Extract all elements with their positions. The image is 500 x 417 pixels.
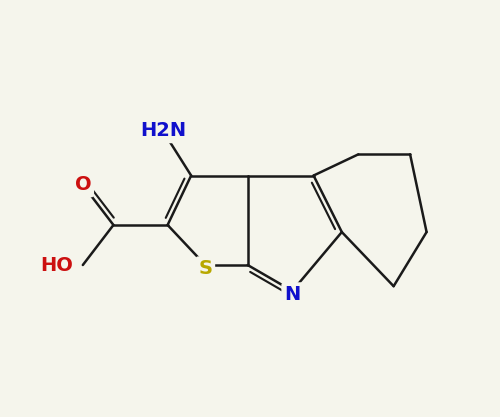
Text: N: N [284, 285, 300, 304]
Text: HO: HO [40, 256, 74, 274]
Text: O: O [74, 176, 91, 194]
Text: S: S [198, 259, 212, 278]
Text: H2N: H2N [140, 121, 186, 140]
